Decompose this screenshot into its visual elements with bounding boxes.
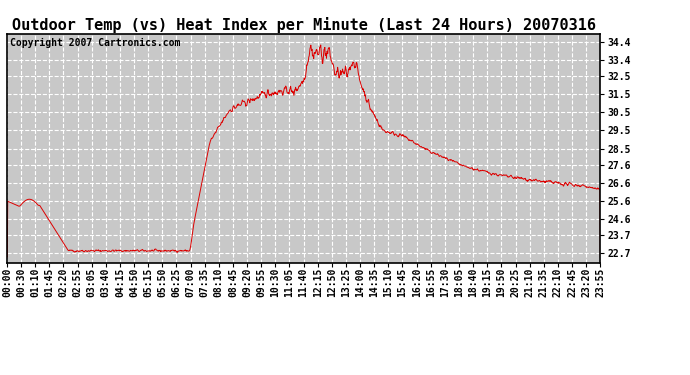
Text: Copyright 2007 Cartronics.com: Copyright 2007 Cartronics.com xyxy=(10,38,180,48)
Title: Outdoor Temp (vs) Heat Index per Minute (Last 24 Hours) 20070316: Outdoor Temp (vs) Heat Index per Minute … xyxy=(12,16,595,33)
